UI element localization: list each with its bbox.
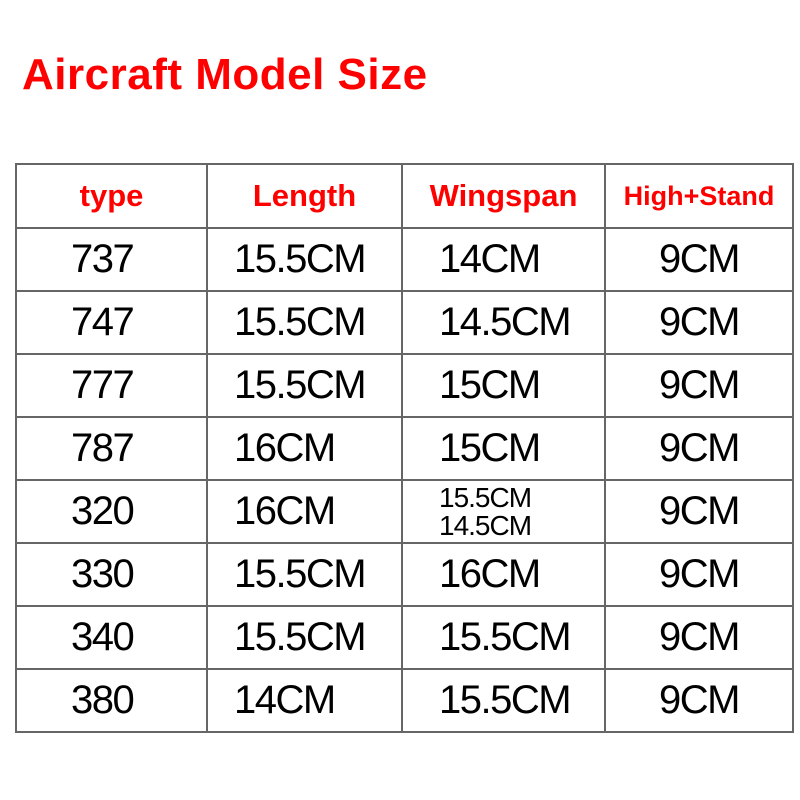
cell-high-stand: 9CM [604,290,794,355]
cell-wingspan: 15.5CM [401,605,606,670]
header-length: Length [206,163,403,229]
cell-type: 747 [15,290,208,355]
table-row: 787 16CM 15CM 9CM [15,416,794,481]
cell-high-stand: 9CM [604,227,794,292]
size-table: type Length Wingspan High+Stand 737 15.5C… [15,163,794,733]
cell-length: 15.5CM [206,605,403,670]
cell-length: 15.5CM [206,353,403,418]
table-row: 320 16CM 15.5CM 14.5CM 9CM [15,479,794,544]
cell-high-stand: 9CM [604,479,794,544]
table-row: 747 15.5CM 14.5CM 9CM [15,290,794,355]
cell-wingspan: 15.5CM 14.5CM [401,479,606,544]
cell-wingspan: 14.5CM [401,290,606,355]
table-row: 330 15.5CM 16CM 9CM [15,542,794,607]
cell-type: 787 [15,416,208,481]
header-wingspan: Wingspan [401,163,606,229]
cell-type: 330 [15,542,208,607]
header-type: type [15,163,208,229]
cell-type: 777 [15,353,208,418]
table-row: 340 15.5CM 15.5CM 9CM [15,605,794,670]
cell-length: 15.5CM [206,290,403,355]
cell-type: 340 [15,605,208,670]
cell-length: 14CM [206,668,403,733]
table-row: 777 15.5CM 15CM 9CM [15,353,794,418]
wingspan-value: 16CM [439,552,541,596]
cell-type: 320 [15,479,208,544]
page-title: Aircraft Model Size [22,50,428,99]
wingspan-value: 15CM [439,363,541,407]
cell-wingspan: 15CM [401,416,606,481]
cell-high-stand: 9CM [604,353,794,418]
cell-wingspan: 15CM [401,353,606,418]
cell-type: 737 [15,227,208,292]
table-row: 737 15.5CM 14CM 9CM [15,227,794,292]
wingspan-value: 14.5CM [439,509,532,541]
header-high-stand: High+Stand [604,163,794,229]
cell-high-stand: 9CM [604,605,794,670]
cell-length: 15.5CM [206,542,403,607]
wingspan-value: 15.5CM [439,615,572,659]
table-row: 380 14CM 15.5CM 9CM [15,668,794,733]
wingspan-value: 15CM [439,426,541,470]
cell-high-stand: 9CM [604,668,794,733]
table-body: 737 15.5CM 14CM 9CM 747 15.5CM 14.5CM 9CM 777 15.… [15,227,794,733]
wingspan-value: 14CM [439,237,541,281]
cell-wingspan: 16CM [401,542,606,607]
cell-wingspan: 15.5CM [401,668,606,733]
wingspan-value: 15.5CM [439,678,572,722]
cell-high-stand: 9CM [604,416,794,481]
cell-length: 16CM [206,416,403,481]
wingspan-value: 15.5CM [439,481,532,513]
cell-high-stand: 9CM [604,542,794,607]
cell-wingspan: 14CM [401,227,606,292]
header-row: type Length Wingspan High+Stand [15,163,794,229]
cell-type: 380 [15,668,208,733]
cell-length: 16CM [206,479,403,544]
wingspan-value: 14.5CM [439,300,572,344]
cell-length: 15.5CM [206,227,403,292]
